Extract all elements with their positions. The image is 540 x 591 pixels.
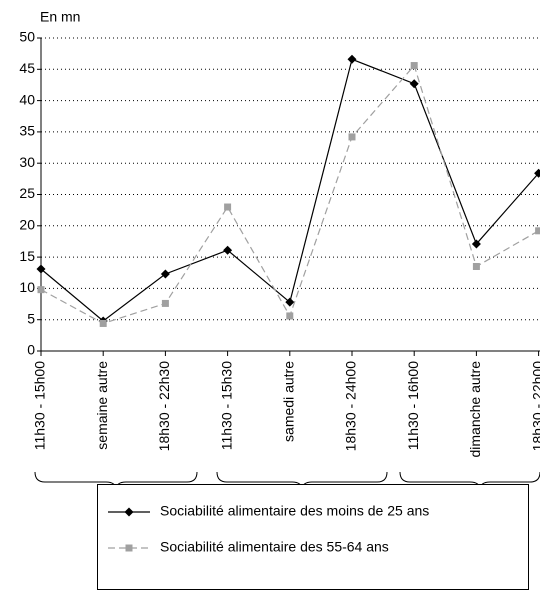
- y-tick-label: 5: [27, 310, 35, 326]
- y-tick-label: 0: [27, 342, 35, 358]
- point: [471, 239, 481, 249]
- point: [348, 133, 356, 141]
- y-tick-label: 40: [19, 91, 35, 107]
- point: [99, 319, 107, 327]
- point: [410, 62, 418, 70]
- point: [36, 264, 46, 274]
- x-tick-label: 18h30 - 24h00: [343, 361, 359, 452]
- point: [160, 269, 170, 279]
- y-tick-label: 35: [19, 123, 35, 139]
- y-tick-label: 10: [19, 279, 35, 295]
- x-tick-label: 11h30 - 16h00: [405, 361, 421, 450]
- x-tick-label: 18h30 - 22h00: [529, 361, 540, 452]
- legend-label: Sociabilité alimentaire des 55-64 ans: [160, 539, 389, 555]
- y-tick-label: 25: [19, 185, 35, 201]
- x-tick-label: samedi autre: [281, 361, 297, 442]
- x-tick-label: dimanche autre: [467, 361, 483, 458]
- point: [409, 79, 419, 89]
- x-tick-label: 11h30 - 15h00: [32, 361, 48, 450]
- x-tick-label: 11h30 - 15h30: [218, 361, 234, 450]
- legend-marker: [125, 544, 133, 552]
- point: [37, 286, 45, 294]
- legend-box: [97, 484, 529, 590]
- y-axis-label: En mn: [40, 9, 80, 25]
- point: [286, 312, 294, 320]
- point: [472, 262, 480, 270]
- point: [534, 168, 540, 178]
- y-tick-label: 15: [19, 248, 35, 264]
- y-tick-label: 45: [19, 60, 35, 76]
- point: [224, 203, 232, 211]
- y-tick-label: 30: [19, 154, 35, 170]
- point: [535, 227, 540, 235]
- x-tick-label: 18h30 - 22h30: [156, 361, 172, 452]
- point: [347, 54, 357, 64]
- series-line: [40, 58, 540, 322]
- y-tick-label: 50: [19, 29, 35, 45]
- point: [285, 297, 295, 307]
- legend-marker: [124, 507, 134, 517]
- point: [223, 245, 233, 255]
- y-tick-label: 20: [19, 217, 35, 233]
- x-tick-label: semaine autre: [94, 361, 110, 450]
- point: [161, 299, 169, 307]
- legend-label: Sociabilité alimentaire des moins de 25 …: [160, 503, 429, 519]
